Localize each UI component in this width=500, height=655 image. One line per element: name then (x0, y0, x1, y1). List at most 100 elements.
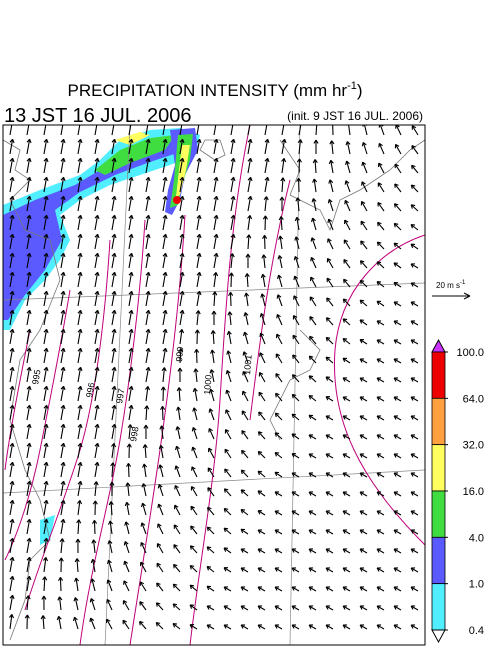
wind-arrow (43, 347, 49, 364)
wind-arrow (274, 452, 283, 459)
wind-arrow (26, 423, 32, 440)
wind-arrow (360, 240, 368, 250)
wind-arrow (325, 529, 334, 535)
wind-arrow (124, 521, 130, 535)
colorbar-tick-label: 100.0 (456, 347, 484, 359)
wind-arrow (240, 567, 249, 573)
wind-arrow (377, 221, 385, 231)
isobars (4, 125, 425, 645)
wind-arrow (111, 443, 117, 459)
wind-arrow (274, 624, 283, 630)
wind-arrow (325, 453, 334, 459)
wind-arrow (224, 448, 232, 459)
wind-arrow (43, 480, 49, 497)
wind-arrow (108, 501, 114, 516)
wind-arrow (240, 489, 249, 497)
wind-arrow (77, 385, 83, 402)
wind-arrow (194, 329, 200, 345)
wind-arrow (9, 157, 15, 174)
wind-arrow (9, 575, 15, 592)
wind-arrow (227, 311, 233, 326)
wind-arrow (410, 263, 419, 269)
wind-arrow (325, 472, 334, 478)
wind-arrow (145, 125, 149, 136)
wind-arrow (292, 334, 300, 345)
wind-arrow (60, 252, 66, 269)
wind-arrow (343, 219, 351, 231)
wind-arrow (264, 157, 270, 174)
wind-arrow (359, 548, 368, 554)
wind-arrow (259, 332, 266, 345)
wind-arrow (110, 462, 116, 478)
wind-arrow (325, 415, 334, 421)
wind-arrow (247, 157, 253, 174)
wind-arrow (156, 582, 164, 592)
wind-arrow (26, 271, 32, 288)
wind-arrow (393, 222, 402, 231)
wind-arrow (291, 413, 300, 421)
wind-arrow (240, 624, 249, 630)
wind-arrow (9, 480, 15, 497)
wind-arrow (60, 499, 66, 516)
wind-arrow (376, 529, 385, 535)
wind-arrow (156, 543, 164, 554)
wind-arrow (196, 157, 202, 174)
wind-arrow (173, 544, 181, 554)
wind-arrow (257, 567, 266, 573)
wind-arrow (291, 510, 300, 516)
wind-arrow (145, 176, 151, 193)
wind-arrow (173, 524, 181, 535)
wind-arrow (325, 434, 334, 440)
wind-arrow (327, 198, 334, 212)
wind-arrow (257, 490, 266, 497)
wind-arrow (410, 204, 419, 212)
wind-arrow (91, 539, 97, 554)
wind-arrow (9, 499, 15, 516)
wind-arrow (244, 273, 250, 288)
wind-arrow (325, 567, 334, 573)
wind-arrow (93, 481, 99, 497)
wind-arrow (291, 393, 300, 402)
wind-arrow (26, 157, 32, 174)
wind-arrow (77, 347, 83, 364)
wind-arrow (158, 444, 164, 459)
wind-arrow (410, 510, 419, 516)
wind-arrow (207, 467, 215, 478)
wind-arrow (43, 233, 49, 250)
wind-arrow (60, 271, 66, 288)
wind-arrow (26, 328, 32, 345)
wind-arrow (162, 125, 166, 136)
wind-arrow (43, 499, 49, 516)
wind-arrow (223, 605, 232, 611)
wind-arrow (394, 163, 402, 174)
isobar-label: 1001 (242, 354, 254, 375)
wind-arrow (325, 510, 334, 516)
wind-arrow (297, 139, 303, 155)
wind-arrow (393, 301, 402, 307)
wind-arrow (145, 195, 151, 212)
wind-arrow (359, 396, 368, 402)
wind-arrow (106, 559, 113, 573)
wind-arrow (242, 351, 249, 364)
wind-arrow (162, 157, 168, 174)
wind-arrow (128, 347, 134, 364)
wind-arrow (377, 202, 385, 212)
wind-arrow (376, 280, 385, 288)
wind-arrow (191, 427, 198, 440)
wind-arrow (196, 138, 202, 155)
wind-arrow (325, 336, 334, 345)
wind-arrow (162, 138, 168, 155)
wind-arrow (393, 377, 402, 383)
wind-arrow (145, 138, 151, 155)
wind-arrow (26, 309, 32, 326)
wind-arrow (361, 181, 368, 193)
wind-arrow (126, 443, 132, 459)
wind-arrow (89, 617, 96, 630)
wind-arrow (342, 453, 351, 459)
wind-arrow (208, 427, 215, 440)
wind-arrow (346, 125, 351, 136)
wind-arrow (43, 366, 49, 383)
wind-arrow (342, 548, 351, 554)
wind-arrow (94, 233, 100, 250)
wind-arrow (377, 162, 385, 174)
